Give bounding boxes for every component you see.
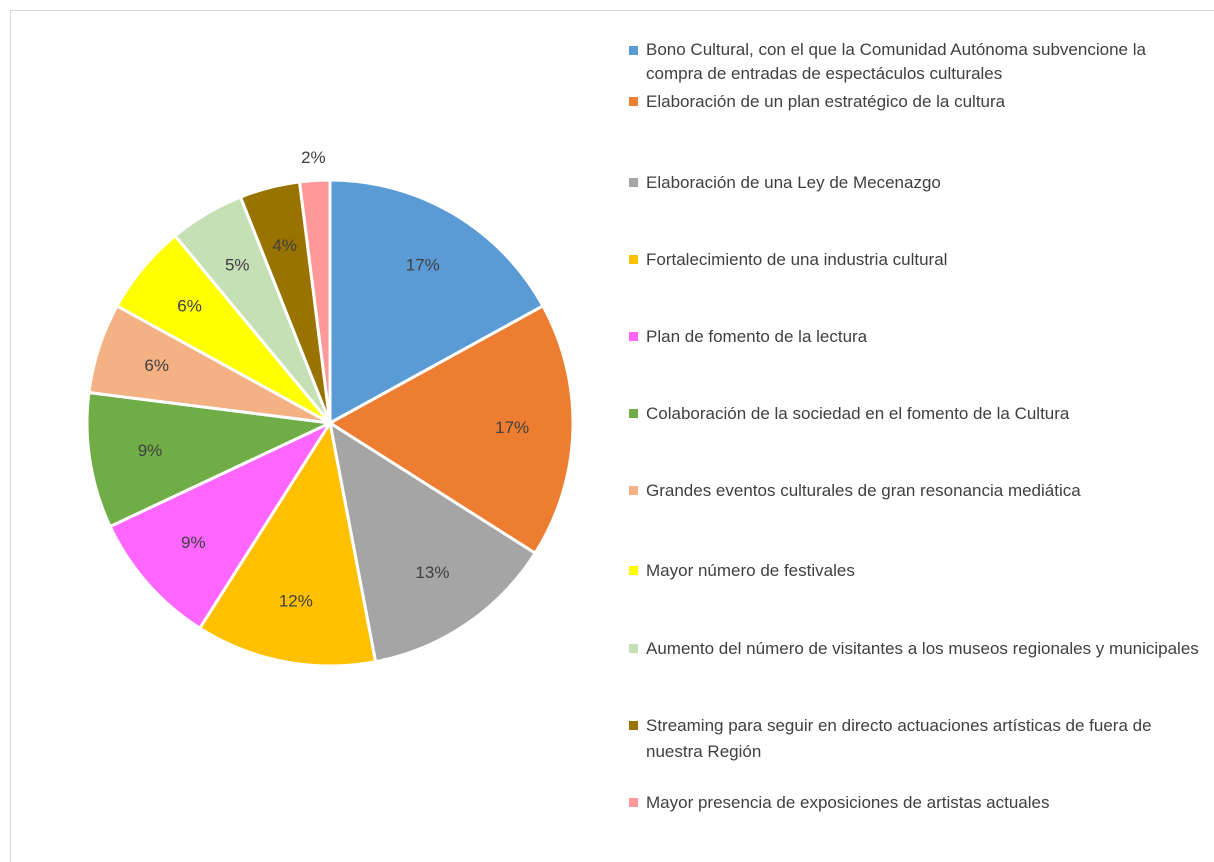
legend-entry: Elaboración de una Ley de Mecenazgo	[629, 170, 1206, 196]
legend-label: Grandes eventos culturales de gran reson…	[646, 481, 1081, 500]
legend-entry: Aumento del número de visitantes a los m…	[629, 636, 1206, 662]
legend-swatch	[629, 566, 638, 575]
legend-swatch	[629, 332, 638, 341]
legend-entry: Grandes eventos culturales de gran reson…	[629, 478, 1206, 504]
legend-label: Mayor presencia de exposiciones de artis…	[646, 793, 1050, 812]
legend-swatch	[629, 721, 638, 730]
legend-swatch	[629, 644, 638, 653]
legend-swatch	[629, 178, 638, 187]
legend-entry: Mayor número de festivales	[629, 558, 1206, 584]
frame	[10, 10, 1214, 862]
data-label: 9%	[138, 441, 163, 460]
pie-slice	[328, 178, 545, 426]
legend-label: Streaming para seguir en directo actuaci…	[646, 716, 1152, 761]
data-label: 4%	[272, 236, 297, 255]
legend-swatch	[629, 409, 638, 418]
data-label: 17%	[495, 418, 529, 437]
legend-entry: Bono Cultural, con el que la Comunidad A…	[629, 38, 1206, 86]
legend-entry: Streaming para seguir en directo actuaci…	[629, 713, 1206, 765]
legend-entry: Mayor presencia de exposiciones de artis…	[629, 790, 1206, 816]
data-label: 12%	[279, 592, 313, 611]
legend-swatch	[629, 255, 638, 264]
data-label: 2%	[301, 148, 326, 167]
data-label: 9%	[181, 533, 206, 552]
legend-entry: Plan de fomento de la lectura	[629, 324, 1206, 350]
data-label: 5%	[225, 256, 250, 275]
legend-label: Bono Cultural, con el que la Comunidad A…	[646, 40, 1146, 83]
pie-slice	[297, 178, 332, 424]
data-label: 13%	[415, 563, 449, 582]
legend-swatch	[629, 46, 638, 55]
data-label: 6%	[177, 296, 202, 315]
pie-slice	[85, 390, 336, 529]
data-label: 17%	[406, 256, 440, 275]
pie-slice	[197, 418, 378, 668]
legend-swatch	[629, 798, 638, 807]
legend-entry: Fortalecimiento de una industria cultura…	[629, 247, 1206, 273]
legend-entry: Elaboración de un plan estratégico de la…	[629, 89, 1206, 115]
legend-label: Fortalecimiento de una industria cultura…	[646, 250, 948, 269]
legend-label: Elaboración de un plan estratégico de la…	[646, 92, 1006, 111]
pie-slice	[327, 419, 538, 664]
legend-swatch	[629, 486, 638, 495]
legend-label: Mayor número de festivales	[646, 561, 855, 580]
pie-slice	[327, 303, 575, 556]
legend-label: Elaboración de una Ley de Mecenazgo	[646, 173, 941, 192]
legend-label: Colaboración de la sociedad en el foment…	[646, 404, 1070, 423]
pie-slice	[108, 419, 335, 631]
legend-swatch	[629, 97, 638, 106]
legend-entry: Colaboración de la sociedad en el foment…	[629, 401, 1206, 427]
legend-label: Aumento del número de visitantes a los m…	[646, 639, 1199, 658]
legend-label: Plan de fomento de la lectura	[646, 327, 868, 346]
data-label: 6%	[144, 356, 169, 375]
